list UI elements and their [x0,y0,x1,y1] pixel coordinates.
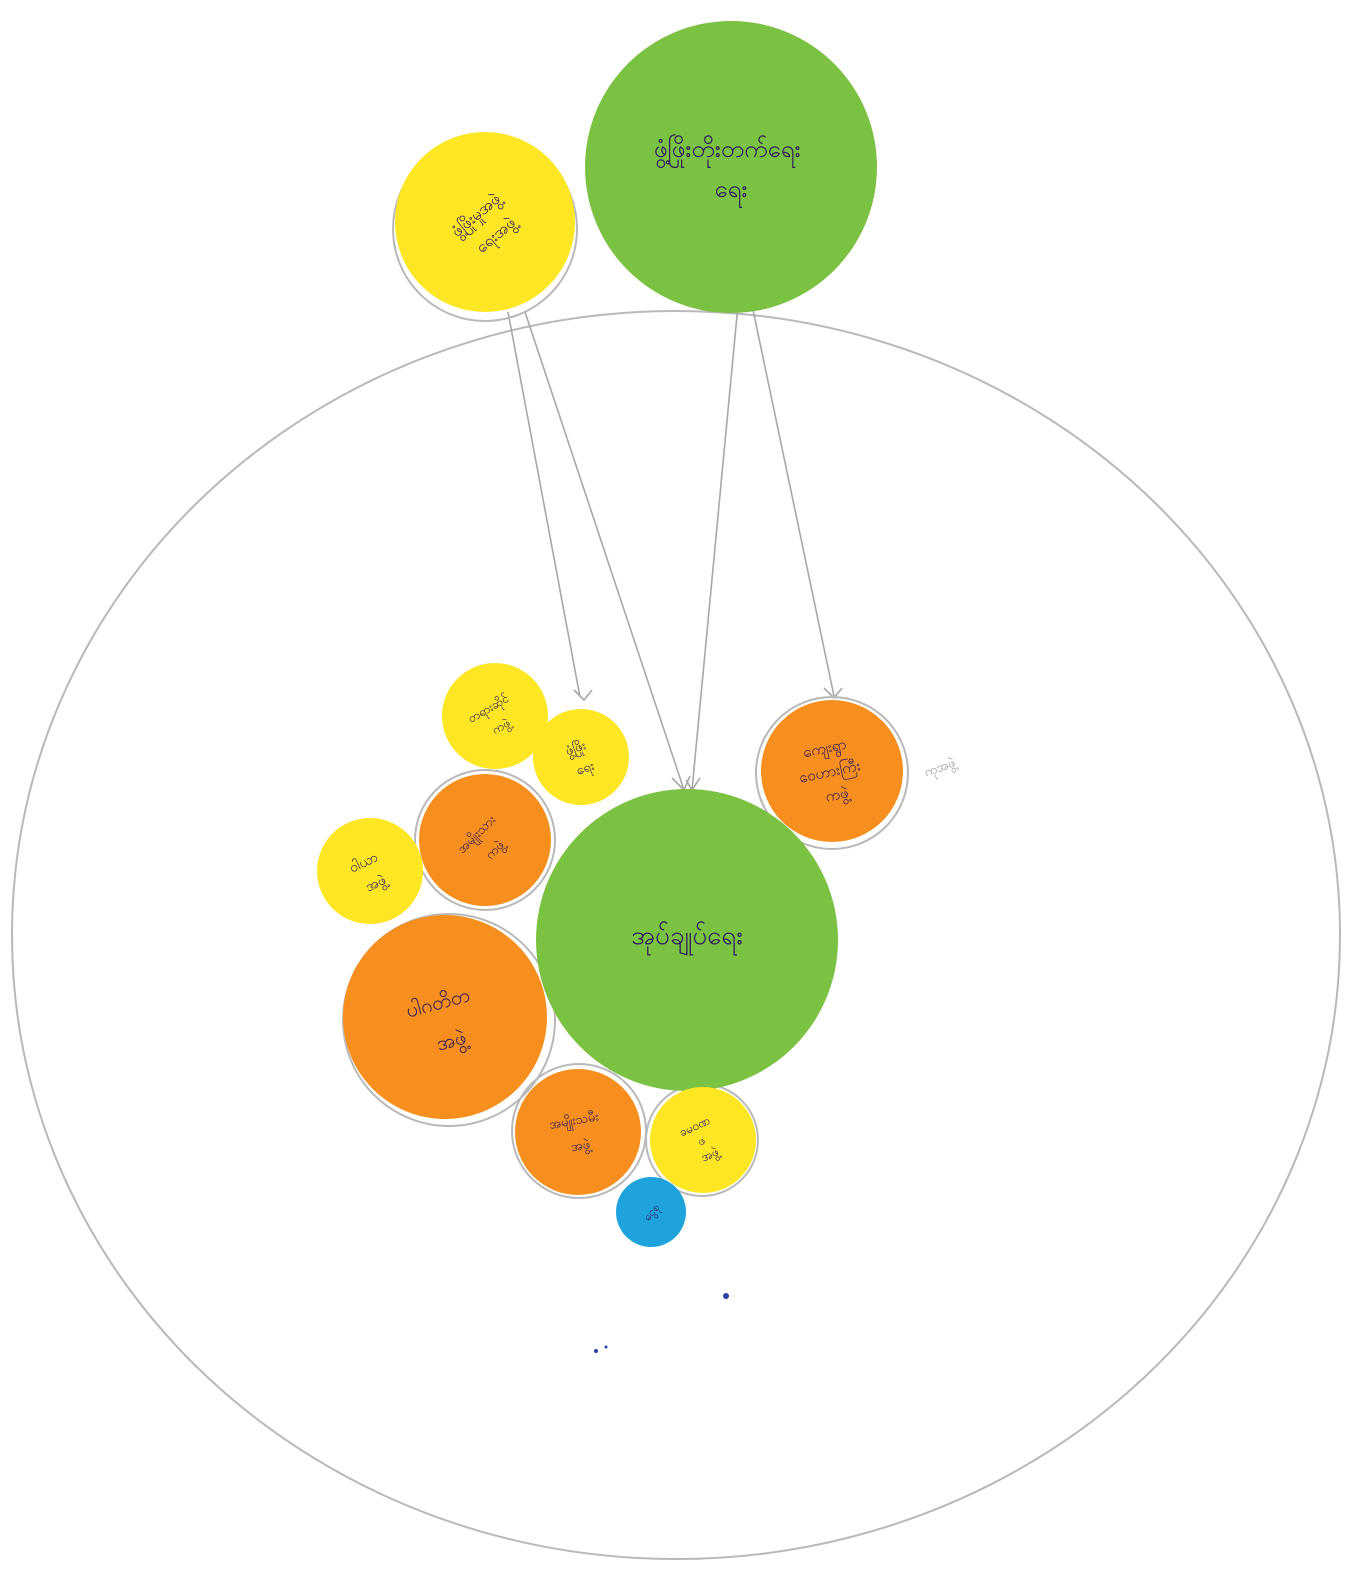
node-orange-right [761,700,903,842]
label-green-center: အုပ်ချုပ်ရေး [631,920,743,956]
node-yellow-small-mid [533,709,629,805]
node-yellow-small-top-left [442,663,548,769]
ring-orange-right [755,696,909,850]
node-green-center [536,789,838,1091]
connector-yellow-top-to-yellow-small [507,311,593,702]
nodes-layer [317,21,903,1247]
node-orange-bottom [515,1069,641,1195]
ring-orange-mid-left [414,769,556,911]
side-note: ကုအဖွဲ့ [922,755,959,783]
ring-orange-large-left [342,913,556,1127]
node-yellow-left [317,818,423,924]
ink-speck [723,1293,729,1299]
label-green-top-line-2: ရေး [715,175,748,208]
ink-speck [604,1345,608,1349]
node-orange-large-left [343,915,547,1119]
ink-speck [594,1349,598,1353]
outer-community-circle [11,310,1341,1560]
node-orange-mid-left [419,774,551,906]
connector-green-top-to-orange-right [751,304,843,700]
ink-specks [594,1293,729,1353]
connector-green-top-to-green-center [685,304,739,792]
node-green-top [585,21,877,313]
label-green-center-line-1: အုပ်ချုပ်ရေး [631,920,743,956]
node-blue-bottom [616,1177,686,1247]
node-yellow-bottom-right [650,1087,756,1193]
label-orange-bottom-line-2: အဖွဲ့ [570,1136,593,1157]
node-yellow-top [395,132,575,312]
